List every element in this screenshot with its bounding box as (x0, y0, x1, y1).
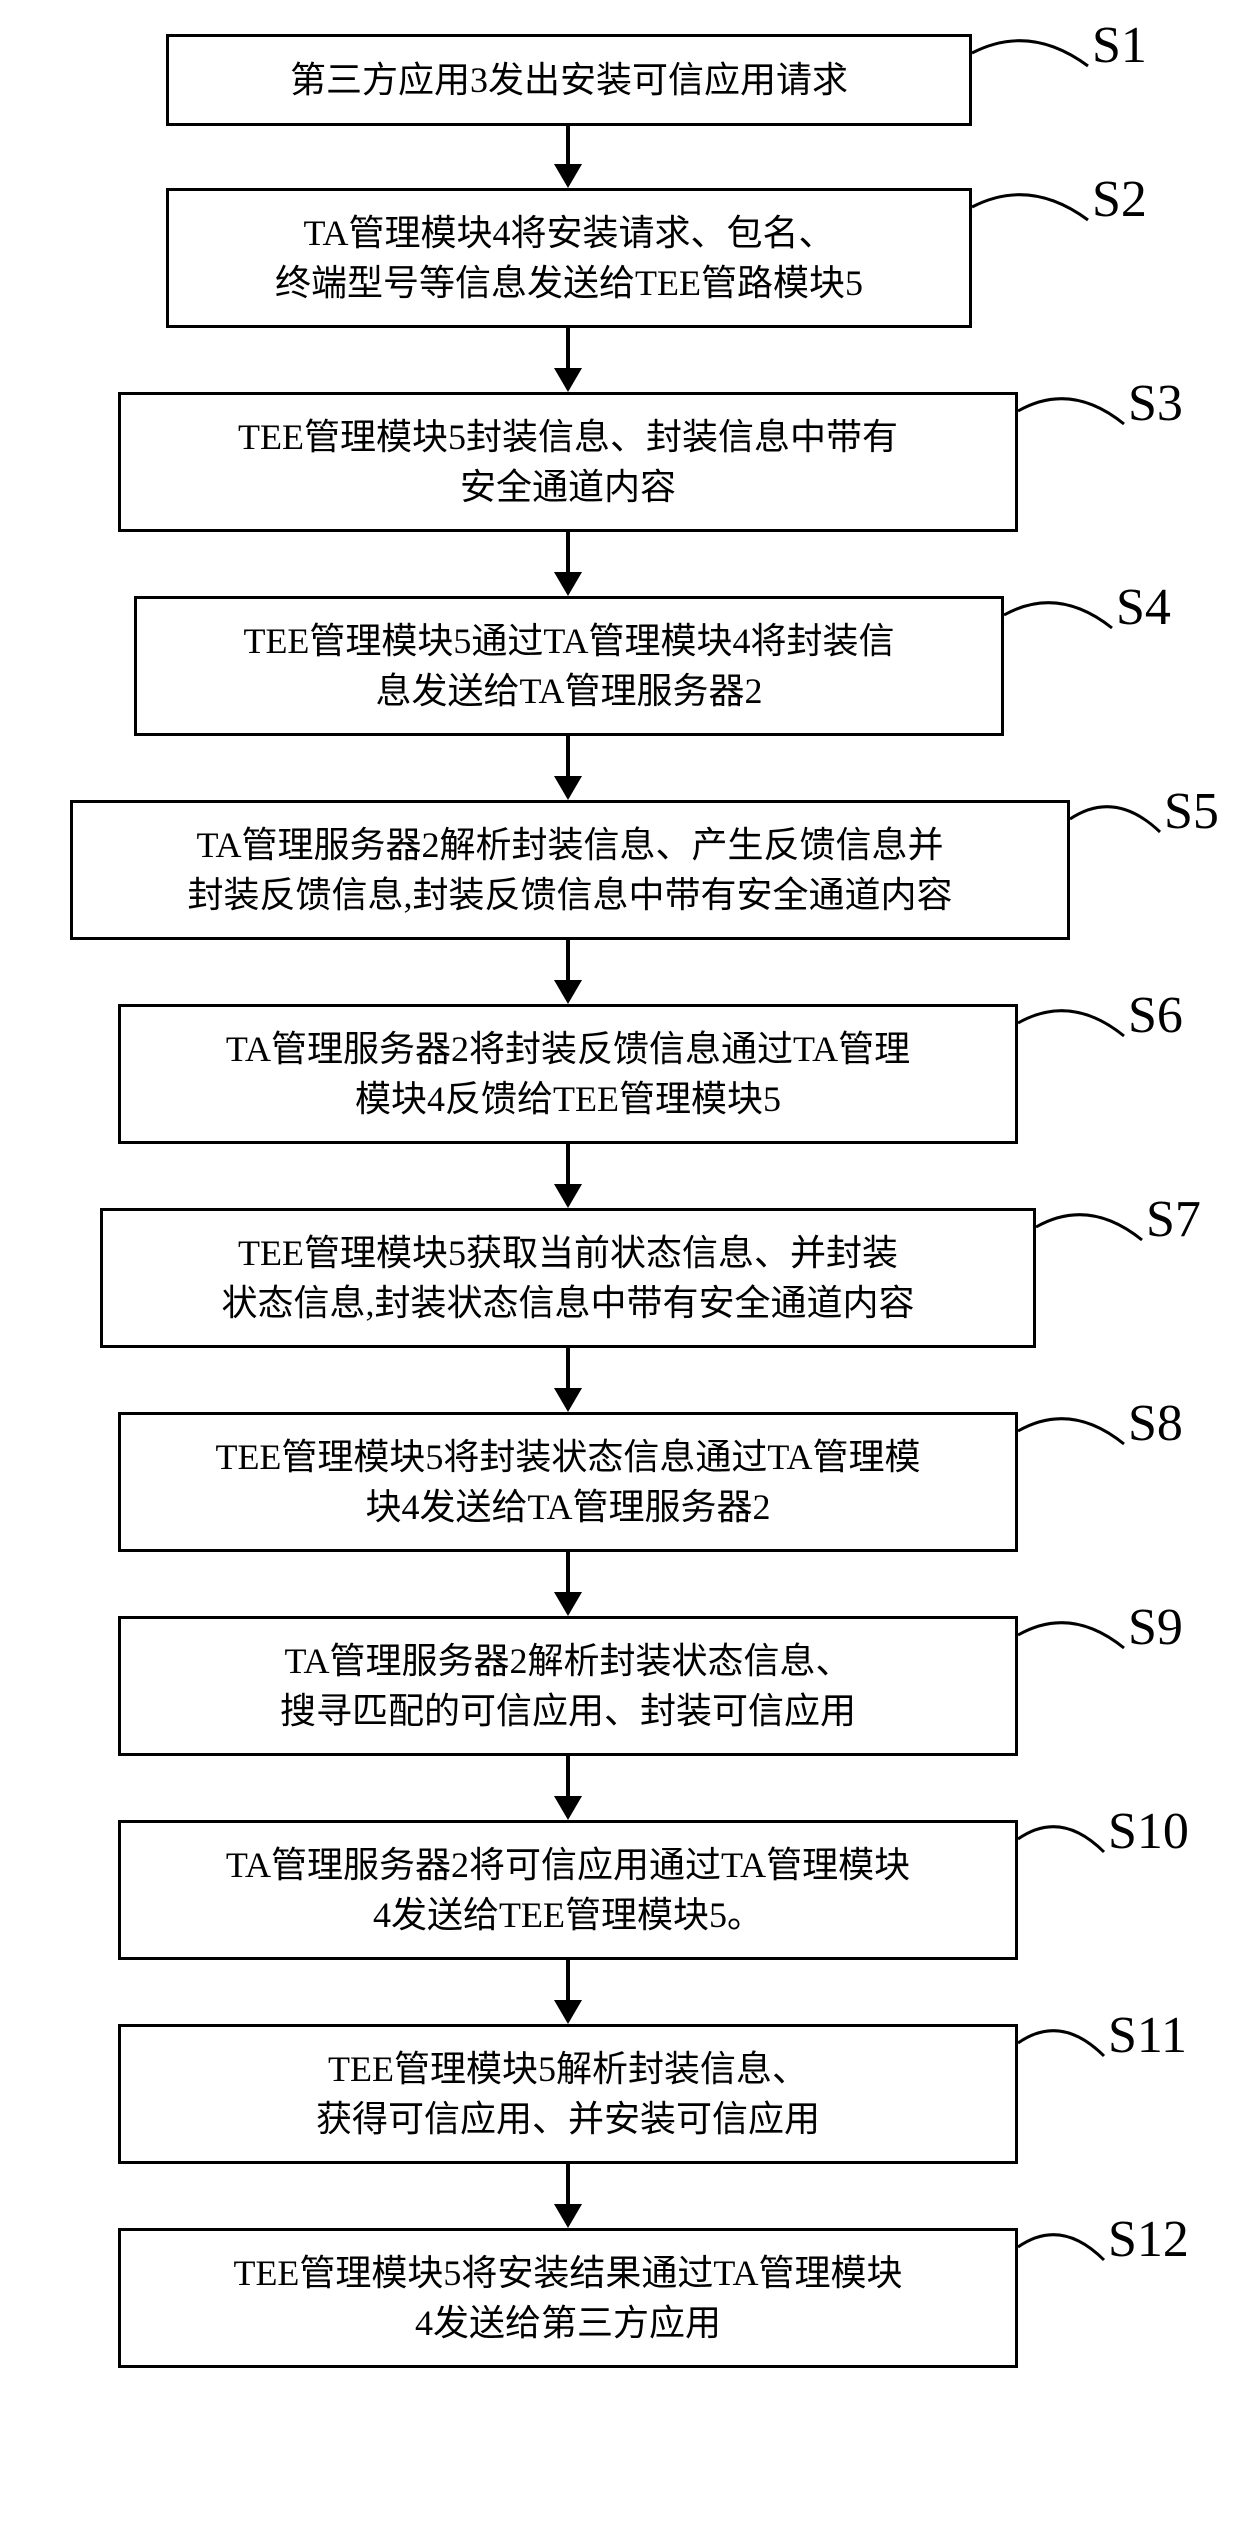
step-text-s7: TEE管理模块5获取当前状态信息、并封装 状态信息,封装状态信息中带有安全通道内… (221, 1228, 914, 1329)
step-text-s10: TA管理服务器2将可信应用通过TA管理模块 4发送给TEE管理模块5。 (226, 1840, 910, 1941)
step-box-s5: TA管理服务器2解析封装信息、产生反馈信息并 封装反馈信息,封装反馈信息中带有安… (70, 800, 1070, 940)
step-box-s2: TA管理模块4将安装请求、包名、 终端型号等信息发送给TEE管路模块5 (166, 188, 972, 328)
connector-s7 (1026, 1187, 1152, 1280)
step-label-s2: S2 (1092, 170, 1147, 229)
step-box-s12: TEE管理模块5将安装结果通过TA管理模块 4发送给第三方应用 (118, 2228, 1018, 2368)
step-box-s8: TEE管理模块5将封装状态信息通过TA管理模 块4发送给TA管理服务器2 (118, 1412, 1018, 1552)
step-box-s10: TA管理服务器2将可信应用通过TA管理模块 4发送给TEE管理模块5。 (118, 1820, 1018, 1960)
step-box-s6: TA管理服务器2将封装反馈信息通过TA管理 模块4反馈给TEE管理模块5 (118, 1004, 1018, 1144)
connector-s1 (962, 13, 1098, 106)
step-text-s4: TEE管理模块5通过TA管理模块4将封装信 息发送给TA管理服务器2 (243, 616, 894, 717)
step-text-s9: TA管理服务器2解析封装状态信息、 搜寻匹配的可信应用、封装可信应用 (280, 1636, 856, 1737)
step-label-s7: S7 (1146, 1190, 1201, 1249)
step-text-s1: 第三方应用3发出安装可信应用请求 (290, 55, 848, 105)
step-label-s6: S6 (1128, 986, 1183, 1045)
step-text-s12: TEE管理模块5将安装结果通过TA管理模块 4发送给第三方应用 (233, 2248, 902, 2349)
step-box-s9: TA管理服务器2解析封装状态信息、 搜寻匹配的可信应用、封装可信应用 (118, 1616, 1018, 1756)
step-text-s3: TEE管理模块5封装信息、封装信息中带有 安全通道内容 (238, 412, 898, 513)
step-text-s11: TEE管理模块5解析封装信息、 获得可信应用、并安装可信应用 (316, 2044, 820, 2145)
step-text-s8: TEE管理模块5将封装状态信息通过TA管理模 块4发送给TA管理服务器2 (215, 1432, 920, 1533)
connector-s3 (1008, 371, 1134, 464)
step-label-s8: S8 (1128, 1394, 1183, 1453)
step-box-s7: TEE管理模块5获取当前状态信息、并封装 状态信息,封装状态信息中带有安全通道内… (100, 1208, 1036, 1348)
connector-s8 (1008, 1391, 1134, 1484)
connector-s10 (1008, 1799, 1114, 1892)
flowchart-canvas: 第三方应用3发出安装可信应用请求 S1 TA管理模块4将安装请求、包名、 终端型号等… (0, 0, 1240, 2531)
step-text-s5: TA管理服务器2解析封装信息、产生反馈信息并 封装反馈信息,封装反馈信息中带有安… (187, 820, 952, 921)
step-text-s6: TA管理服务器2将封装反馈信息通过TA管理 模块4反馈给TEE管理模块5 (226, 1024, 910, 1125)
connector-s4 (994, 575, 1122, 668)
step-text-s2: TA管理模块4将安装请求、包名、 终端型号等信息发送给TEE管路模块5 (275, 208, 863, 309)
connector-s5 (1060, 779, 1170, 872)
connector-s2 (962, 167, 1098, 260)
step-label-s4: S4 (1116, 578, 1171, 637)
step-box-s1: 第三方应用3发出安装可信应用请求 (166, 34, 972, 126)
step-label-s9: S9 (1128, 1598, 1183, 1657)
step-box-s3: TEE管理模块5封装信息、封装信息中带有 安全通道内容 (118, 392, 1018, 532)
step-label-s1: S1 (1092, 16, 1147, 75)
connector-s6 (1008, 983, 1134, 1076)
step-label-s5: S5 (1164, 782, 1219, 841)
connector-s12 (1008, 2207, 1114, 2300)
step-box-s4: TEE管理模块5通过TA管理模块4将封装信 息发送给TA管理服务器2 (134, 596, 1004, 736)
connector-s11 (1008, 2003, 1114, 2096)
connector-s9 (1008, 1595, 1134, 1688)
step-label-s11: S11 (1108, 2006, 1187, 2065)
step-label-s10: S10 (1108, 1802, 1189, 1861)
step-box-s11: TEE管理模块5解析封装信息、 获得可信应用、并安装可信应用 (118, 2024, 1018, 2164)
step-label-s12: S12 (1108, 2210, 1189, 2269)
step-label-s3: S3 (1128, 374, 1183, 433)
